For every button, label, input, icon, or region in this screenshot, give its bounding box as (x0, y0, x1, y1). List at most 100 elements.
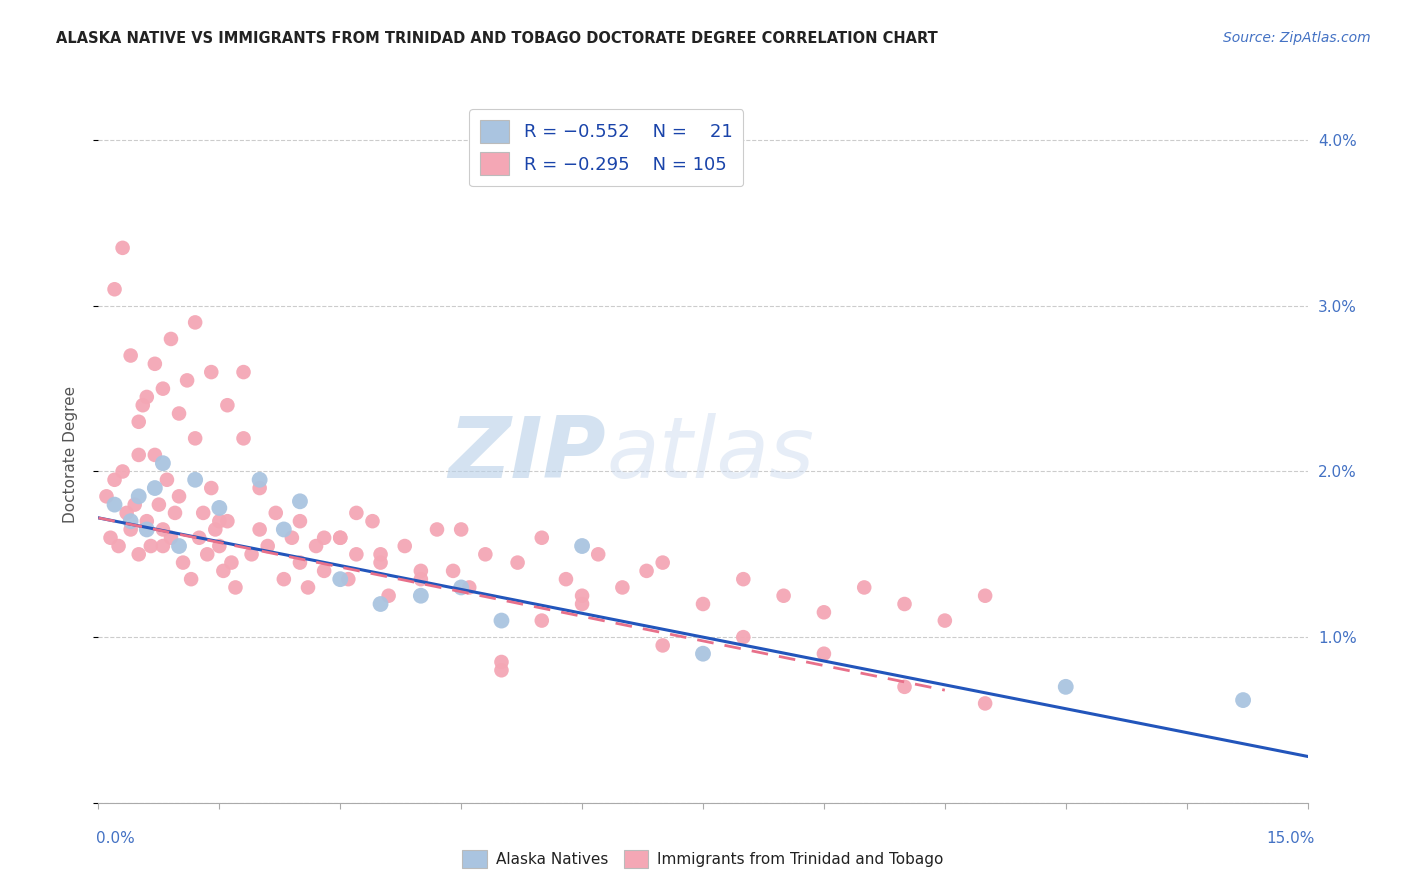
Text: ZIP: ZIP (449, 413, 606, 497)
Point (249, 481, 271, 495)
Point (240, 547, 263, 561)
Point (139, 539, 162, 553)
Point (160, 332, 183, 346)
Point (337, 572, 360, 586)
Point (692, 597, 714, 611)
Point (288, 494, 311, 508)
Point (361, 514, 384, 528)
Point (128, 489, 150, 503)
Point (167, 489, 190, 503)
Point (160, 531, 183, 545)
Point (200, 365, 222, 379)
Point (176, 373, 198, 387)
Point (167, 539, 190, 553)
Point (692, 647, 714, 661)
Point (120, 514, 142, 528)
Point (288, 556, 311, 570)
Point (273, 523, 295, 537)
Point (128, 547, 150, 561)
Point (217, 514, 239, 528)
Text: 0.0%: 0.0% (96, 831, 135, 846)
Point (555, 572, 578, 586)
Point (184, 431, 207, 445)
Point (571, 539, 593, 553)
Point (132, 398, 155, 412)
Point (152, 539, 174, 553)
Point (506, 556, 529, 570)
Point (733, 572, 755, 586)
Point (530, 531, 553, 545)
Point (450, 581, 472, 595)
Point (111, 465, 134, 479)
Point (152, 382, 174, 396)
Point (135, 523, 157, 537)
Point (314, 564, 336, 578)
Point (249, 523, 271, 537)
Point (107, 539, 129, 553)
Text: ALASKA NATIVE VS IMMIGRANTS FROM TRINIDAD AND TOBAGO DOCTORATE DEGREE CORRELATIO: ALASKA NATIVE VS IMMIGRANTS FROM TRINIDA… (56, 31, 938, 46)
Point (426, 523, 449, 537)
Point (314, 531, 336, 545)
Point (813, 605, 835, 619)
Point (128, 448, 150, 462)
Point (156, 473, 179, 487)
Point (224, 581, 246, 595)
Point (441, 564, 464, 578)
Point (143, 481, 166, 495)
Point (221, 556, 243, 570)
Point (329, 531, 352, 545)
Point (491, 614, 513, 628)
Point (974, 697, 997, 711)
Point (305, 539, 328, 553)
Point (111, 241, 134, 255)
Point (377, 589, 399, 603)
Point (193, 506, 215, 520)
Point (172, 556, 194, 570)
Point (124, 498, 146, 512)
Point (135, 390, 157, 404)
Point (204, 523, 226, 537)
Legend: Alaska Natives, Immigrants from Trinidad and Tobago: Alaska Natives, Immigrants from Trinidad… (457, 844, 949, 873)
Point (394, 539, 416, 553)
Point (120, 349, 142, 363)
Point (344, 506, 367, 520)
Point (813, 647, 835, 661)
Point (344, 547, 367, 561)
Point (772, 589, 794, 603)
Point (103, 282, 125, 296)
Point (329, 572, 352, 586)
Point (409, 564, 432, 578)
Point (232, 431, 254, 445)
Point (200, 481, 222, 495)
Point (1232, 693, 1254, 707)
Point (370, 556, 392, 570)
Point (853, 581, 876, 595)
Point (636, 564, 658, 578)
Text: Source: ZipAtlas.com: Source: ZipAtlas.com (1223, 31, 1371, 45)
Point (458, 581, 481, 595)
Point (120, 523, 142, 537)
Point (103, 498, 125, 512)
Point (409, 589, 432, 603)
Point (163, 506, 186, 520)
Point (450, 523, 472, 537)
Point (974, 589, 997, 603)
Point (491, 663, 513, 677)
Point (893, 597, 915, 611)
Point (586, 547, 609, 561)
Point (651, 556, 673, 570)
Point (143, 448, 166, 462)
Point (934, 614, 956, 628)
Point (571, 597, 593, 611)
Point (152, 523, 174, 537)
Point (180, 572, 202, 586)
Point (184, 473, 207, 487)
Point (208, 539, 231, 553)
Point (530, 614, 553, 628)
Point (249, 473, 271, 487)
Point (329, 531, 352, 545)
Point (893, 680, 915, 694)
Point (1054, 680, 1077, 694)
Point (115, 506, 138, 520)
Point (256, 539, 278, 553)
